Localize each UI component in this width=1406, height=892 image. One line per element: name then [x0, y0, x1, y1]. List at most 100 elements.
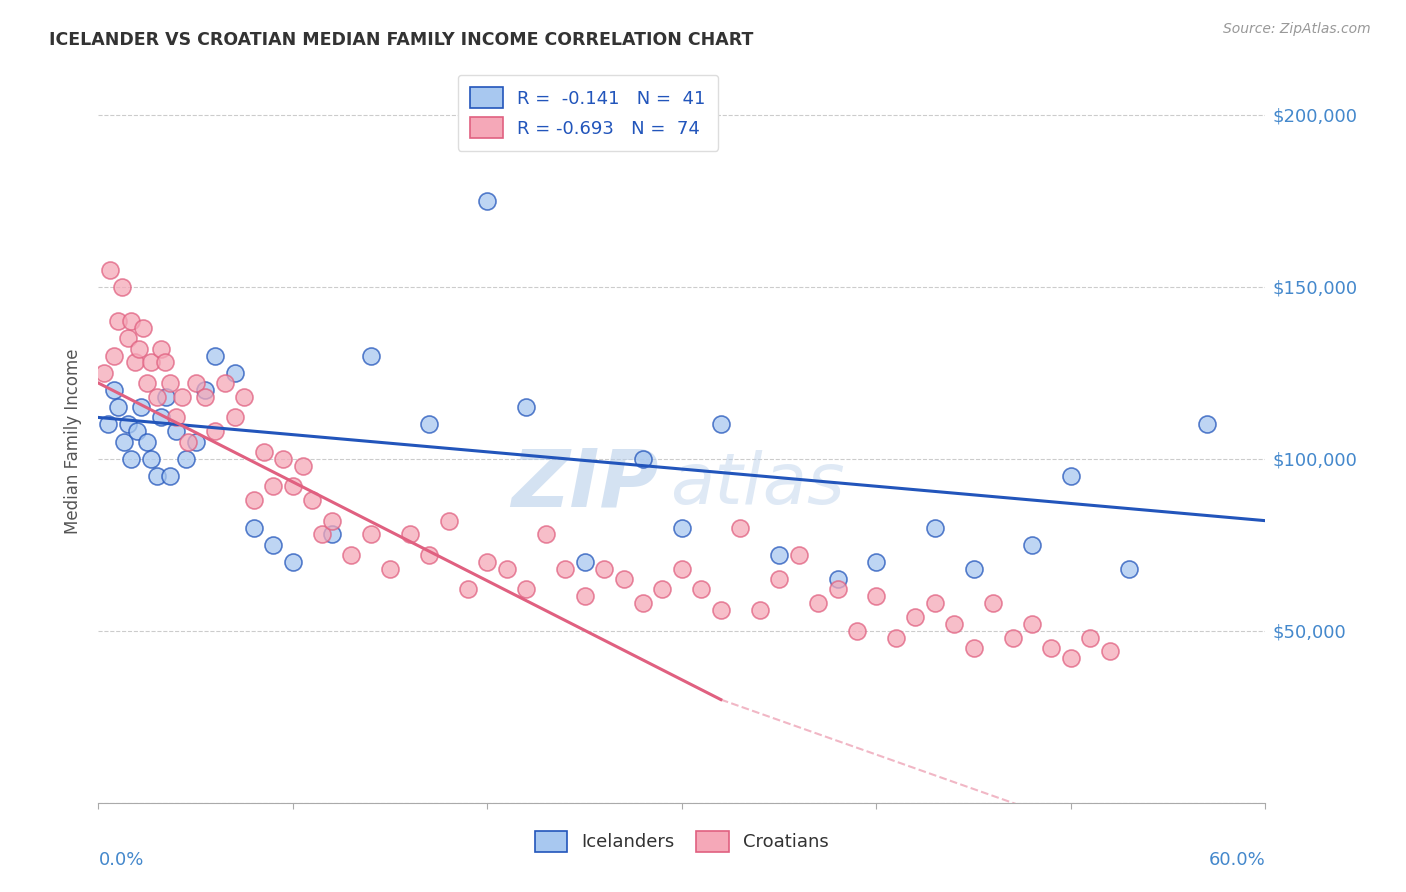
Point	[93, 366, 115, 380]
Point	[943, 616, 966, 631]
Point	[1195, 417, 1218, 432]
Point	[962, 640, 984, 655]
Point	[380, 562, 402, 576]
Point	[398, 527, 420, 541]
Point	[418, 548, 440, 562]
Point	[612, 572, 634, 586]
Point	[311, 527, 333, 541]
Text: ZIP: ZIP	[512, 446, 658, 524]
Legend: Icelanders, Croatians: Icelanders, Croatians	[527, 823, 837, 859]
Point	[184, 376, 207, 390]
Text: 0.0%: 0.0%	[98, 851, 143, 869]
Point	[768, 572, 790, 586]
Point	[301, 493, 323, 508]
Point	[103, 383, 125, 397]
Point	[981, 596, 1004, 610]
Point	[457, 582, 479, 597]
Point	[233, 390, 256, 404]
Point	[194, 383, 217, 397]
Point	[865, 555, 887, 569]
Point	[165, 410, 187, 425]
Point	[184, 434, 207, 449]
Point	[1118, 562, 1140, 576]
Point	[243, 493, 266, 508]
Point	[136, 434, 159, 449]
Point	[574, 590, 596, 604]
Point	[884, 631, 907, 645]
Point	[924, 596, 946, 610]
Point	[418, 417, 440, 432]
Text: ICELANDER VS CROATIAN MEDIAN FAMILY INCOME CORRELATION CHART: ICELANDER VS CROATIAN MEDIAN FAMILY INCO…	[49, 31, 754, 49]
Point	[194, 390, 217, 404]
Point	[111, 279, 134, 293]
Point	[214, 376, 236, 390]
Point	[1001, 631, 1024, 645]
Point	[671, 520, 693, 534]
Point	[204, 349, 226, 363]
Point	[224, 366, 246, 380]
Point	[146, 390, 169, 404]
Point	[281, 555, 304, 569]
Point	[136, 376, 159, 390]
Point	[360, 527, 382, 541]
Point	[1021, 616, 1043, 631]
Point	[139, 355, 162, 369]
Point	[710, 417, 733, 432]
Point	[904, 610, 927, 624]
Point	[496, 562, 519, 576]
Point	[1060, 651, 1083, 665]
Point	[155, 390, 177, 404]
Point	[159, 469, 181, 483]
Point	[554, 562, 576, 576]
Point	[321, 514, 343, 528]
Point	[243, 520, 266, 534]
Point	[477, 555, 499, 569]
Point	[1040, 640, 1063, 655]
Point	[281, 479, 304, 493]
Point	[224, 410, 246, 425]
Point	[515, 400, 537, 414]
Point	[1080, 631, 1102, 645]
Point	[787, 548, 810, 562]
Point	[262, 479, 284, 493]
Point	[103, 349, 125, 363]
Point	[1098, 644, 1121, 658]
Point	[124, 355, 146, 369]
Text: atlas: atlas	[671, 450, 845, 519]
Point	[177, 434, 200, 449]
Point	[291, 458, 314, 473]
Point	[98, 262, 121, 277]
Point	[924, 520, 946, 534]
Point	[534, 527, 557, 541]
Point	[321, 527, 343, 541]
Point	[574, 555, 596, 569]
Point	[117, 417, 139, 432]
Point	[139, 451, 162, 466]
Point	[204, 424, 226, 438]
Point	[515, 582, 537, 597]
Point	[631, 451, 654, 466]
Point	[174, 451, 197, 466]
Point	[97, 417, 120, 432]
Point	[360, 349, 382, 363]
Point	[631, 596, 654, 610]
Point	[170, 390, 193, 404]
Point	[121, 451, 143, 466]
Point	[845, 624, 868, 638]
Point	[153, 355, 176, 369]
Point	[748, 603, 770, 617]
Point	[827, 572, 849, 586]
Point	[112, 434, 135, 449]
Point	[149, 410, 172, 425]
Point	[340, 548, 363, 562]
Y-axis label: Median Family Income: Median Family Income	[65, 349, 83, 534]
Point	[962, 562, 984, 576]
Point	[651, 582, 673, 597]
Point	[827, 582, 849, 597]
Point	[107, 400, 129, 414]
Point	[437, 514, 460, 528]
Point	[671, 562, 693, 576]
Point	[129, 400, 152, 414]
Point	[165, 424, 187, 438]
Point	[1060, 469, 1083, 483]
